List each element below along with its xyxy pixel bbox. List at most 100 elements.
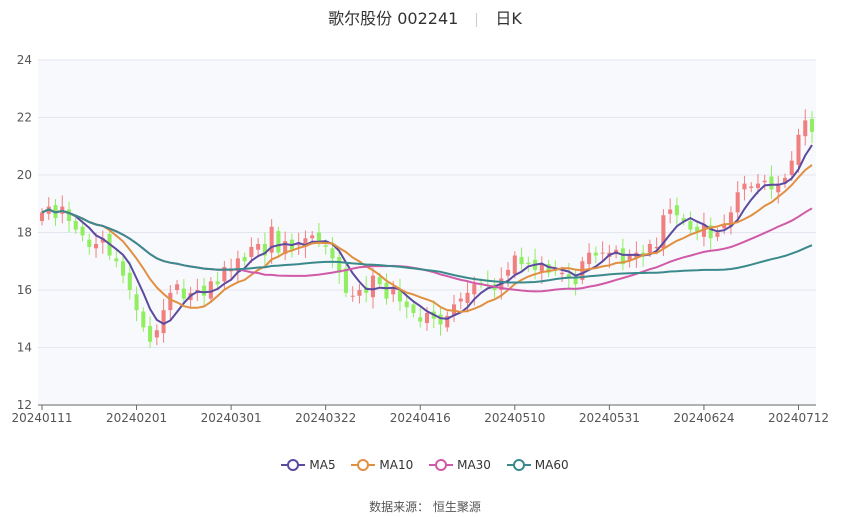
candle-body (641, 252, 646, 256)
candle-body (573, 277, 578, 285)
x-tick-label: 20240624 (673, 411, 734, 425)
x-tick-label: 20240111 (11, 411, 72, 425)
candle-body (391, 287, 396, 295)
candle-body (114, 258, 119, 262)
candle-body (343, 268, 348, 293)
y-tick-label: 22 (17, 111, 32, 125)
legend-label: MA10 (379, 458, 414, 472)
candle-body (593, 252, 598, 256)
candle-body (755, 183, 760, 188)
candle-body (249, 246, 254, 257)
candle-body (688, 221, 693, 230)
candle-body (681, 218, 686, 221)
candle-body (519, 256, 524, 265)
candle-body (384, 282, 389, 299)
y-tick-label: 12 (17, 398, 32, 412)
candle-body (202, 285, 207, 296)
candle-body (296, 244, 301, 246)
data-source: 数据来源： 恒生聚源 (369, 500, 481, 514)
candle-body (539, 264, 544, 273)
candle-body (256, 244, 261, 250)
candle-body (708, 225, 713, 239)
candle-body (695, 226, 700, 233)
y-tick-label: 14 (17, 341, 32, 355)
ma60-swatch (506, 459, 531, 471)
candle-body (100, 238, 105, 243)
y-tick-label: 20 (17, 168, 32, 182)
legend: MA5 MA10 MA30 MA60 (0, 458, 850, 475)
candle-body (418, 317, 423, 322)
candle-body (127, 272, 132, 290)
candle-body (512, 255, 517, 275)
candle-body (404, 301, 409, 308)
candle-body (283, 241, 288, 255)
legend-item-ma60[interactable]: MA60 (506, 458, 569, 472)
candle-body (222, 267, 227, 282)
candle-body (39, 212, 45, 221)
x-tick-label: 20240201 (106, 411, 167, 425)
candle-body (370, 275, 375, 298)
candle-body (87, 239, 92, 247)
candle-body (262, 244, 267, 256)
candle-body (728, 212, 733, 227)
candle-body (654, 246, 659, 249)
x-tick-label: 20240510 (484, 411, 545, 425)
candle-body (647, 244, 652, 253)
legend-label: MA60 (534, 458, 569, 472)
candle-body (397, 290, 403, 302)
x-tick-label: 20240531 (579, 411, 640, 425)
legend-item-ma30[interactable]: MA30 (429, 458, 491, 472)
legend-label: MA30 (457, 458, 491, 472)
ma30-swatch (429, 459, 454, 471)
candle-body (735, 192, 740, 213)
candle-body (168, 292, 173, 311)
candle-body (661, 215, 666, 249)
candle-body (776, 183, 781, 193)
candle-body (620, 248, 625, 265)
candle-body (357, 290, 362, 296)
x-tick-label: 20240322 (295, 411, 356, 425)
ma60-line (41, 208, 813, 284)
y-tick-label: 24 (17, 53, 32, 67)
ma10-swatch (351, 459, 376, 471)
ma5-line (41, 144, 813, 326)
candle-body (161, 310, 166, 334)
title-divider (476, 12, 478, 27)
x-tick-label: 20240301 (201, 411, 262, 425)
candle-body (66, 209, 72, 221)
candle-body (269, 226, 274, 253)
candle-body (722, 223, 727, 229)
candle-body (364, 287, 369, 293)
y-tick-label: 16 (17, 283, 32, 297)
y-tick-label: 18 (17, 226, 32, 240)
candle-body (181, 288, 186, 299)
chart-title: 歌尔股份 002241 日K (0, 5, 850, 29)
candle-body (782, 177, 788, 184)
candle-body (789, 160, 794, 175)
candle-body (80, 226, 85, 236)
candle-body (742, 183, 747, 190)
candle-body (235, 258, 240, 272)
candle-body (715, 232, 720, 237)
candle-body (323, 245, 328, 247)
candle-body (526, 262, 531, 265)
candle-body (134, 294, 139, 311)
legend-item-ma10[interactable]: MA10 (351, 458, 413, 472)
candle-body (337, 256, 342, 273)
candle-body (438, 314, 443, 325)
legend-item-ma5[interactable]: MA5 (281, 458, 336, 472)
candle-body (809, 118, 815, 132)
x-tick-label: 20240712 (768, 411, 829, 425)
candle-body (465, 292, 470, 303)
candle-body (424, 313, 430, 324)
candle-body (674, 205, 679, 216)
candle-body (411, 304, 416, 313)
candle-body (208, 281, 213, 299)
candle-body (566, 274, 571, 279)
candle-body (803, 120, 808, 137)
period-label: 日K (495, 9, 522, 28)
candle-body (587, 252, 592, 265)
candle-body (310, 235, 315, 239)
candle-body (560, 272, 565, 275)
